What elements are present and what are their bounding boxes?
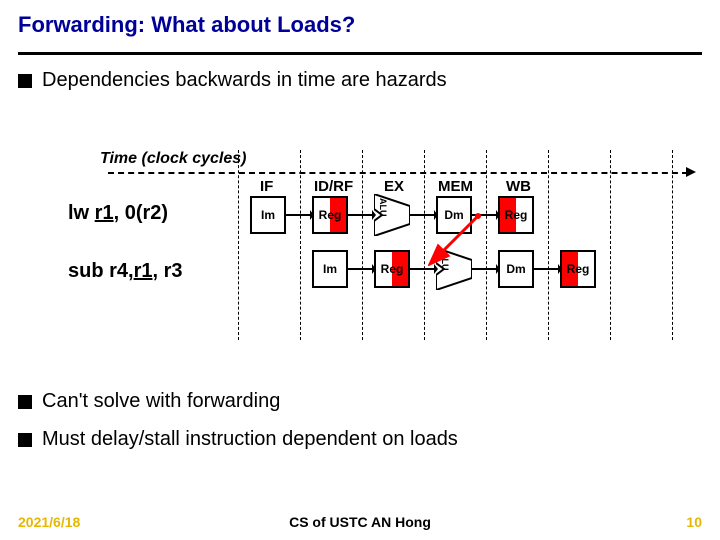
- stage-header-mem: MEM: [438, 178, 473, 195]
- pipeline-diagram: IF ID/RF EX MEM WB lw r1, 0(r2) sub r4,r…: [28, 150, 688, 340]
- box-label: Im: [261, 208, 275, 222]
- cycle-divider: [300, 150, 301, 340]
- stage-header-ex: EX: [384, 178, 404, 195]
- box-label: Reg: [381, 262, 404, 276]
- pipe-box-im: Im: [250, 196, 286, 234]
- pipe-box-reg-wb: Reg: [560, 250, 596, 288]
- instr-2-rd: r1: [134, 260, 153, 282]
- box-label: Dm: [444, 208, 463, 222]
- box-label: ALU: [378, 198, 388, 217]
- instr-2-rest: , r3: [152, 260, 182, 282]
- cycle-divider: [610, 150, 611, 340]
- instr-2-op: sub r4,: [68, 260, 134, 282]
- bullet-marker-icon: [18, 74, 32, 88]
- cycle-divider: [424, 150, 425, 340]
- box-label: Reg: [505, 208, 528, 222]
- bullet-3: Must delay/stall instruction dependent o…: [0, 414, 476, 451]
- pipe-connector-icon: [348, 208, 376, 222]
- pipe-box-reg: Reg: [374, 250, 410, 288]
- cycle-divider: [672, 150, 673, 340]
- bullet-3-text: Must delay/stall instruction dependent o…: [42, 428, 458, 451]
- instr-1-label: lw r1, 0(r2): [68, 202, 168, 225]
- cycle-divider: [548, 150, 549, 340]
- bullet-1-text: Dependencies backwards in time are hazar…: [42, 69, 447, 92]
- stage-header-wb: WB: [506, 178, 531, 195]
- stage-header-if: IF: [260, 178, 273, 195]
- pipe-box-alu: ALU: [374, 194, 410, 241]
- pipe-box-reg-wb: Reg: [498, 196, 534, 234]
- box-label: Reg: [319, 208, 342, 222]
- bullet-marker-icon: [18, 395, 32, 409]
- bullet-2: Can't solve with forwarding: [0, 376, 298, 413]
- time-axis-arrow-icon: [686, 167, 696, 177]
- bullet-2-text: Can't solve with forwarding: [42, 390, 280, 413]
- time-axis-line: [108, 172, 688, 174]
- pipe-box-dm: Dm: [498, 250, 534, 288]
- slide-title: Forwarding: What about Loads?: [0, 0, 720, 44]
- footer-date: 2021/6/18: [18, 514, 80, 530]
- bullet-1: Dependencies backwards in time are hazar…: [0, 55, 720, 92]
- instr-2-label: sub r4,r1, r3: [68, 260, 183, 283]
- footer-page-number: 10: [686, 514, 702, 530]
- pipe-connector-icon: [534, 262, 562, 276]
- stage-header-idrf: ID/RF: [314, 178, 353, 195]
- bullet-marker-icon: [18, 433, 32, 447]
- footer-center: CS of USTC AN Hong: [289, 514, 431, 530]
- box-label: Dm: [506, 262, 525, 276]
- pipe-connector-icon: [286, 208, 314, 222]
- cycle-divider: [362, 150, 363, 340]
- instr-1-rd: r1: [95, 202, 114, 224]
- pipe-connector-icon: [348, 262, 376, 276]
- pipe-box-im: Im: [312, 250, 348, 288]
- instr-1-rest: , 0(r2): [114, 202, 168, 224]
- cycle-divider: [238, 150, 239, 340]
- box-label: Im: [323, 262, 337, 276]
- pipe-box-reg: Reg: [312, 196, 348, 234]
- instr-1-op: lw: [68, 202, 95, 224]
- box-label: Reg: [567, 262, 590, 276]
